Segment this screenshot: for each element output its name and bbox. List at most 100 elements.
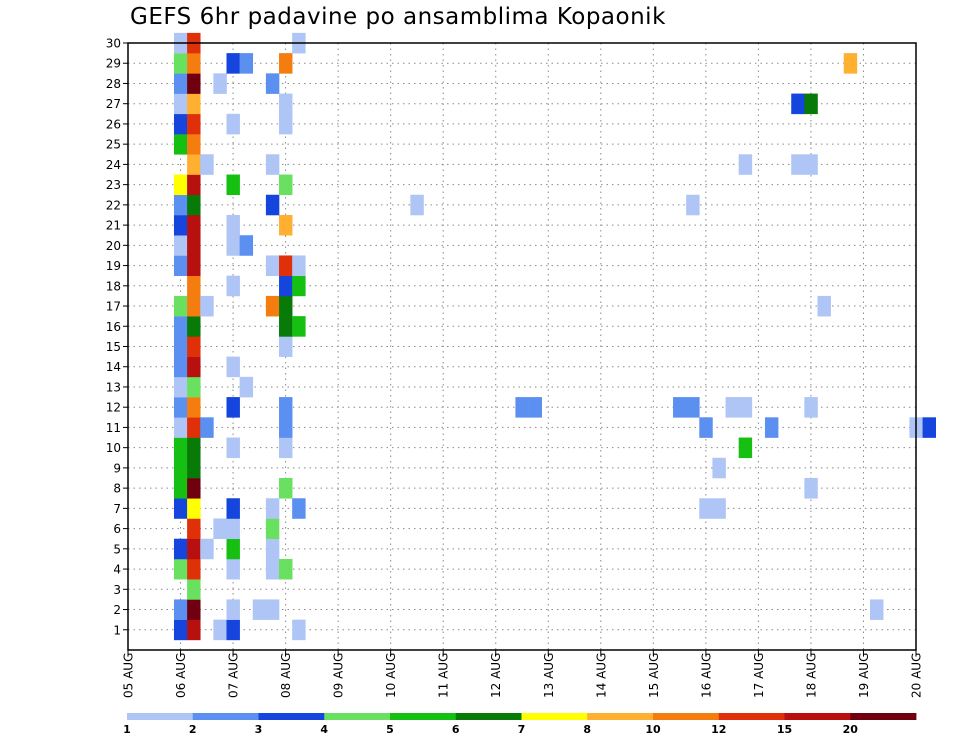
x-tick-label: 07 AUG: [227, 653, 241, 698]
heatmap-cell: [279, 558, 293, 580]
heatmap-cell: [187, 134, 201, 155]
heatmap-cell: [226, 619, 240, 641]
y-tick-label: 29: [106, 57, 121, 71]
heatmap-cell: [187, 53, 201, 74]
heatmap-cell: [922, 417, 936, 438]
heatmap-cell: [226, 498, 240, 519]
x-tick-label: 06 AUG: [174, 653, 188, 698]
x-tick-label: 15 AUG: [647, 653, 661, 698]
heatmap-cell: [239, 53, 254, 74]
heatmap-cell: [173, 599, 188, 620]
y-tick-label: 9: [113, 461, 121, 475]
heatmap-cell: [226, 53, 240, 74]
x-tick-label: 12 AUG: [489, 653, 503, 698]
heatmap-cell: [226, 397, 240, 418]
heatmap-cell: [173, 235, 188, 256]
x-tick-label: 05 AUG: [122, 653, 136, 698]
x-axis: 05 AUG 06 AUG 07 AUG 08 AUG 09 AUG 10 AUG 11 A…: [122, 650, 924, 698]
heatmap-cell: [187, 538, 201, 560]
heatmap-cell: [226, 437, 240, 459]
heatmap-cell: [265, 73, 280, 94]
y-axis: 1234567891011121314151617181920212223242…: [106, 37, 128, 637]
x-tick-label: 08 AUG: [279, 653, 293, 698]
heatmap-cell: [200, 417, 214, 438]
heatmap-cell: [279, 214, 293, 236]
heatmap-cell: [764, 417, 779, 438]
heatmap-cell: [804, 397, 818, 418]
heatmap-cell: [292, 619, 306, 641]
heatmap-cell: [173, 397, 188, 418]
x-tick-label: 11 AUG: [437, 653, 451, 698]
heatmap-cell: [292, 255, 306, 276]
legend-label: 7: [518, 723, 526, 736]
heatmap-cell: [265, 498, 280, 519]
heatmap-cell: [279, 275, 293, 297]
heatmap-cell: [173, 457, 188, 479]
legend-label: 5: [386, 723, 394, 736]
heatmap-cell: [738, 397, 753, 418]
grid: [128, 42, 916, 650]
x-tick-label: 14 AUG: [594, 653, 608, 698]
heatmap-cell: [265, 255, 280, 276]
heatmap-cell: [187, 437, 201, 459]
x-tick-label: 13 AUG: [542, 653, 556, 698]
y-tick-label: 27: [106, 97, 121, 111]
y-tick-label: 12: [106, 401, 121, 415]
heatmap-cell: [226, 214, 240, 236]
y-tick-label: 30: [106, 37, 121, 51]
heatmap-cell: [200, 154, 214, 175]
x-tick-label: 17 AUG: [752, 653, 766, 698]
heatmap-cell: [738, 154, 753, 175]
y-tick-label: 7: [113, 502, 121, 516]
heatmap-cell: [226, 113, 240, 135]
heatmap-cell: [187, 356, 201, 378]
legend-label: 20: [843, 723, 859, 736]
heatmap-cell: [173, 336, 188, 357]
y-tick-label: 26: [106, 117, 121, 131]
y-tick-label: 19: [106, 259, 121, 273]
heatmap-cell: [279, 295, 293, 317]
x-tick-label: 18 AUG: [804, 653, 818, 698]
heatmap-cell: [173, 255, 188, 276]
heatmap-cell: [265, 154, 280, 175]
legend-swatch: [718, 713, 785, 720]
heatmap-cell: [279, 316, 293, 337]
heatmap-cell: [226, 275, 240, 297]
heatmap-cell: [738, 437, 753, 459]
heatmap-cell: [279, 174, 293, 196]
heatmap-cell: [173, 134, 188, 155]
heatmap-cell: [515, 397, 529, 418]
y-tick-label: 8: [113, 482, 121, 496]
heatmap-cell: [279, 397, 293, 418]
heatmap-cell: [226, 235, 240, 256]
heatmap-cell: [265, 295, 280, 317]
heatmap-cell: [712, 457, 726, 479]
heatmap-cell: [279, 53, 293, 74]
heatmap-cell: [804, 478, 818, 499]
heatmap-cell: [279, 478, 293, 499]
heatmap-cell: [252, 599, 267, 620]
heatmap-cell: [200, 538, 214, 560]
legend-swatch: [653, 713, 720, 720]
heatmap-cell: [265, 518, 280, 540]
heatmap-cell: [173, 93, 188, 115]
heatmap-cell: [187, 498, 201, 519]
heatmap-cell: [265, 538, 280, 560]
legend-swatch: [390, 713, 457, 720]
heatmap-cell: [187, 518, 201, 540]
y-tick-label: 22: [106, 198, 121, 212]
y-tick-label: 11: [106, 421, 121, 435]
legend-swatch: [258, 713, 325, 720]
heatmap-cell: [804, 154, 818, 175]
heatmap-cell: [292, 275, 306, 297]
x-tick-label: 09 AUG: [332, 653, 346, 698]
x-tick-label: 16 AUG: [699, 653, 713, 698]
heatmap-cell: [187, 397, 201, 418]
plot-frame: [127, 42, 917, 651]
y-tick-label: 24: [106, 158, 121, 172]
heatmap-cell: [173, 214, 188, 236]
heatmap-cell: [173, 113, 188, 135]
heatmap-cell: [279, 255, 293, 276]
heatmap-cell: [279, 336, 293, 357]
